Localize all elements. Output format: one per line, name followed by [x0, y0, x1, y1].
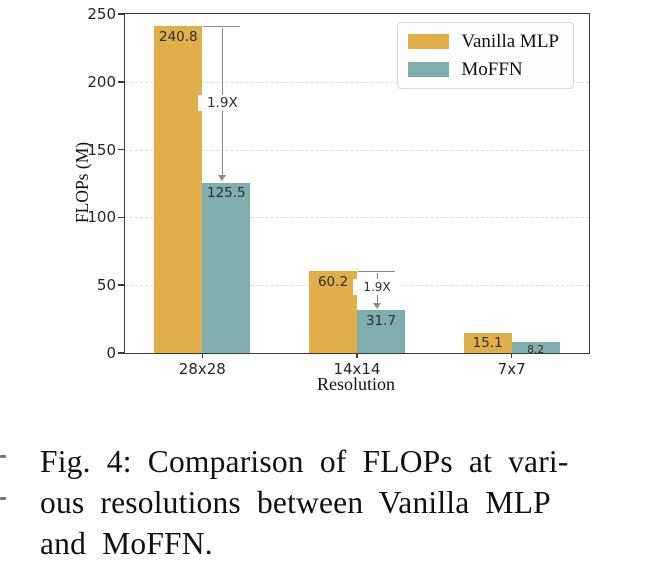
y-axis-label: FLOPs (M): [72, 141, 92, 224]
y-tick-label: 100: [87, 208, 116, 227]
y-tick: [118, 148, 125, 151]
bar-value-label: 240.8: [159, 28, 198, 45]
reduction-label: 1.9X: [353, 278, 401, 295]
x-tick: [510, 353, 513, 358]
reduction-hline: [203, 25, 241, 28]
x-tick: [201, 353, 204, 358]
bar-value-label: 60.2: [317, 273, 349, 290]
caption-line: ous resolutions between Vanilla MLP: [40, 485, 551, 520]
bar-moffn-14x14: [357, 310, 405, 353]
y-tick-label: 250: [87, 5, 116, 23]
x-axis-label: Resolution: [316, 374, 395, 394]
legend-swatch-moffn: [408, 62, 450, 77]
y-tick-label: 200: [87, 72, 116, 91]
reduction-arrowhead: [218, 175, 227, 182]
y-tick: [118, 81, 125, 83]
y-gridline: [125, 149, 589, 151]
page-edge-artifact: [0, 497, 6, 500]
figure-caption: Fig. 4: Comparison of FLOPs at vari- ous…: [40, 441, 654, 564]
bar-moffn-28x28: [202, 182, 251, 353]
legend-label: Vanilla MLP: [461, 31, 559, 52]
figure-chart: 0 50 100 150 200 250 240.8 60.2 15.1 125.5 31.7 8.2…: [72, 5, 590, 394]
y-tick: [118, 216, 125, 219]
plot-area: 0 50 100 150 200 250 240.8 60.2 15.1 125.5 31.7 8.2…: [87, 5, 590, 378]
y-gridline: [125, 81, 589, 83]
y-tick: [118, 352, 125, 354]
bar-value-label: 8.2: [527, 343, 544, 356]
legend-entry: Vanilla MLP: [408, 32, 559, 51]
y-tick: [118, 13, 125, 15]
y-gridline: [125, 217, 589, 219]
legend-label: MoFFN: [461, 59, 523, 80]
bar-vanilla-mlp-7x7: [463, 332, 512, 353]
x-tick-label: 14x14: [333, 360, 381, 378]
page-edge-artifact: [0, 455, 6, 458]
bar-vanilla-mlp-14x14: [309, 271, 357, 353]
bar-value-label: 15.1: [472, 335, 503, 352]
x-tick-label: 28x28: [178, 360, 226, 378]
legend-swatch-vanilla-mlp: [408, 34, 450, 49]
bar-vanilla-mlp-28x28: [154, 26, 203, 353]
y-tick: [118, 284, 125, 286]
y-tick-label: 150: [87, 140, 116, 159]
reduction-label: 1.9X: [198, 94, 247, 111]
y-tick-label: 0: [106, 344, 116, 362]
x-tick-label: 7x7: [497, 360, 526, 378]
caption-line: and MoFFN.: [40, 526, 213, 561]
legend-entry: MoFFN: [408, 60, 559, 79]
bar-value-label: 31.7: [365, 312, 397, 329]
x-tick: [356, 353, 358, 358]
caption-line: Fig. 4: Comparison of FLOPs at vari-: [40, 444, 569, 479]
bar-moffn-7x7: [511, 341, 560, 353]
reduction-arrowhead: [373, 302, 381, 309]
legend: Vanilla MLP MoFFN: [397, 22, 574, 89]
bar-value-label: 125.5: [207, 185, 246, 202]
y-tick-label: 50: [96, 276, 116, 295]
reduction-hline: [358, 270, 395, 273]
